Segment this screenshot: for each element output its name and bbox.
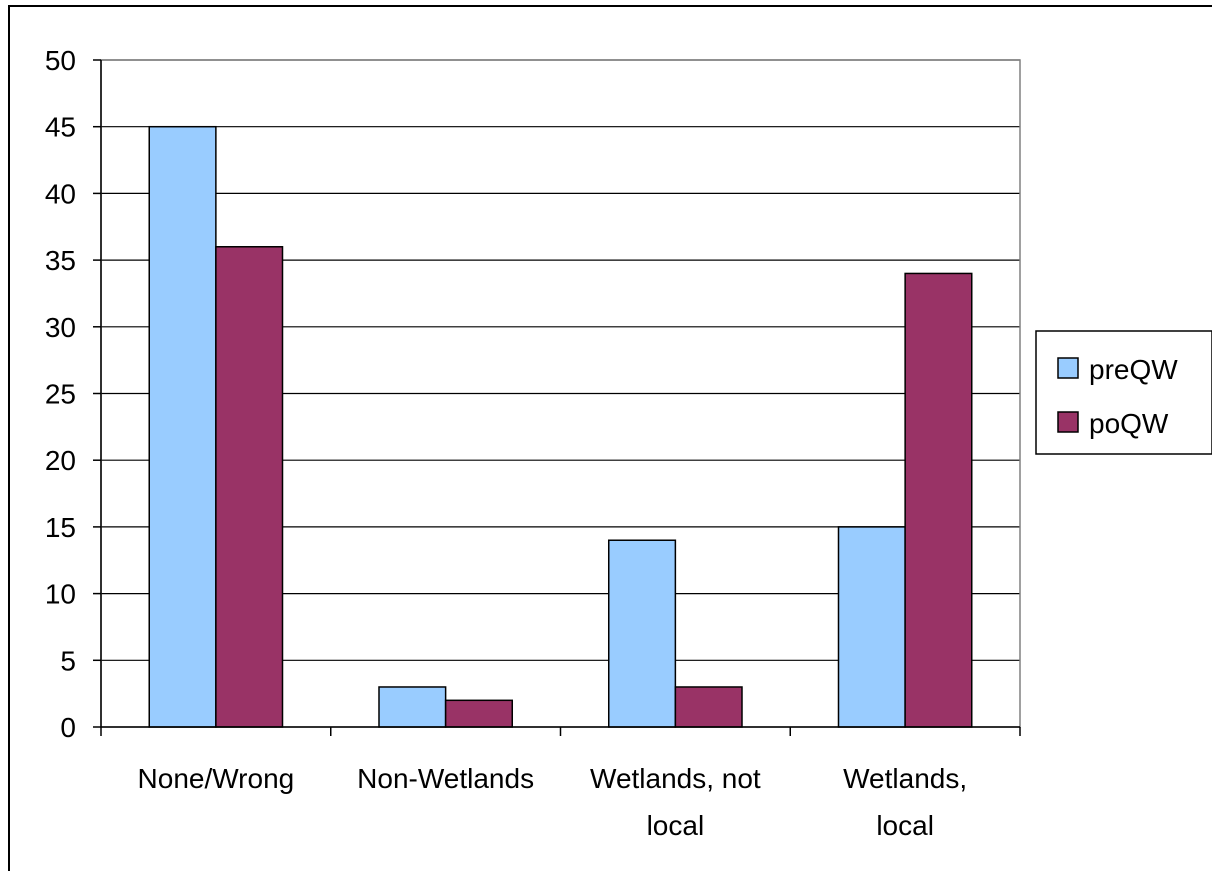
bar-poQW xyxy=(904,272,973,728)
y-tick-label: 25 xyxy=(45,379,76,410)
y-tick-label: 40 xyxy=(45,178,76,209)
bar-preQW xyxy=(378,686,447,728)
axes xyxy=(93,59,1021,736)
category-label: None/Wrong xyxy=(138,763,295,794)
legend: preQW poQW xyxy=(1035,330,1212,455)
category-label: Non-Wetlands xyxy=(357,763,534,794)
category-labels: None/Wrong Non-Wetlands Wetlands, not local… xyxy=(138,763,968,841)
legend-label-preQW: preQW xyxy=(1089,354,1178,385)
y-tick-label: 10 xyxy=(45,579,76,610)
y-tick-label: 5 xyxy=(60,645,76,676)
legend-swatch-preQW xyxy=(1057,357,1079,379)
y-tick-label: 20 xyxy=(45,445,76,476)
y-tick-label: 15 xyxy=(45,512,76,543)
y-tick-label: 0 xyxy=(60,712,76,743)
category-label: Wetlands, not local xyxy=(590,763,761,841)
bars xyxy=(148,125,973,728)
bar-poQW xyxy=(444,699,514,728)
y-tick-label: 30 xyxy=(45,312,76,343)
bar-preQW xyxy=(837,526,906,728)
category-label: Wetlands, local xyxy=(843,763,967,841)
y-tick-label: 35 xyxy=(45,245,76,276)
bar-poQW xyxy=(674,686,743,728)
y-tick-label: 50 xyxy=(45,45,76,76)
legend-box xyxy=(1035,330,1212,455)
legend-swatch-poQW xyxy=(1057,411,1079,433)
y-tick-label: 45 xyxy=(45,112,76,143)
bar-preQW xyxy=(148,125,217,728)
legend-label-poQW: poQW xyxy=(1089,408,1169,439)
y-tick-labels: 0 5 10 15 20 25 30 35 40 45 50 xyxy=(45,45,76,743)
bar-poQW xyxy=(215,246,284,728)
bar-preQW xyxy=(607,539,677,728)
